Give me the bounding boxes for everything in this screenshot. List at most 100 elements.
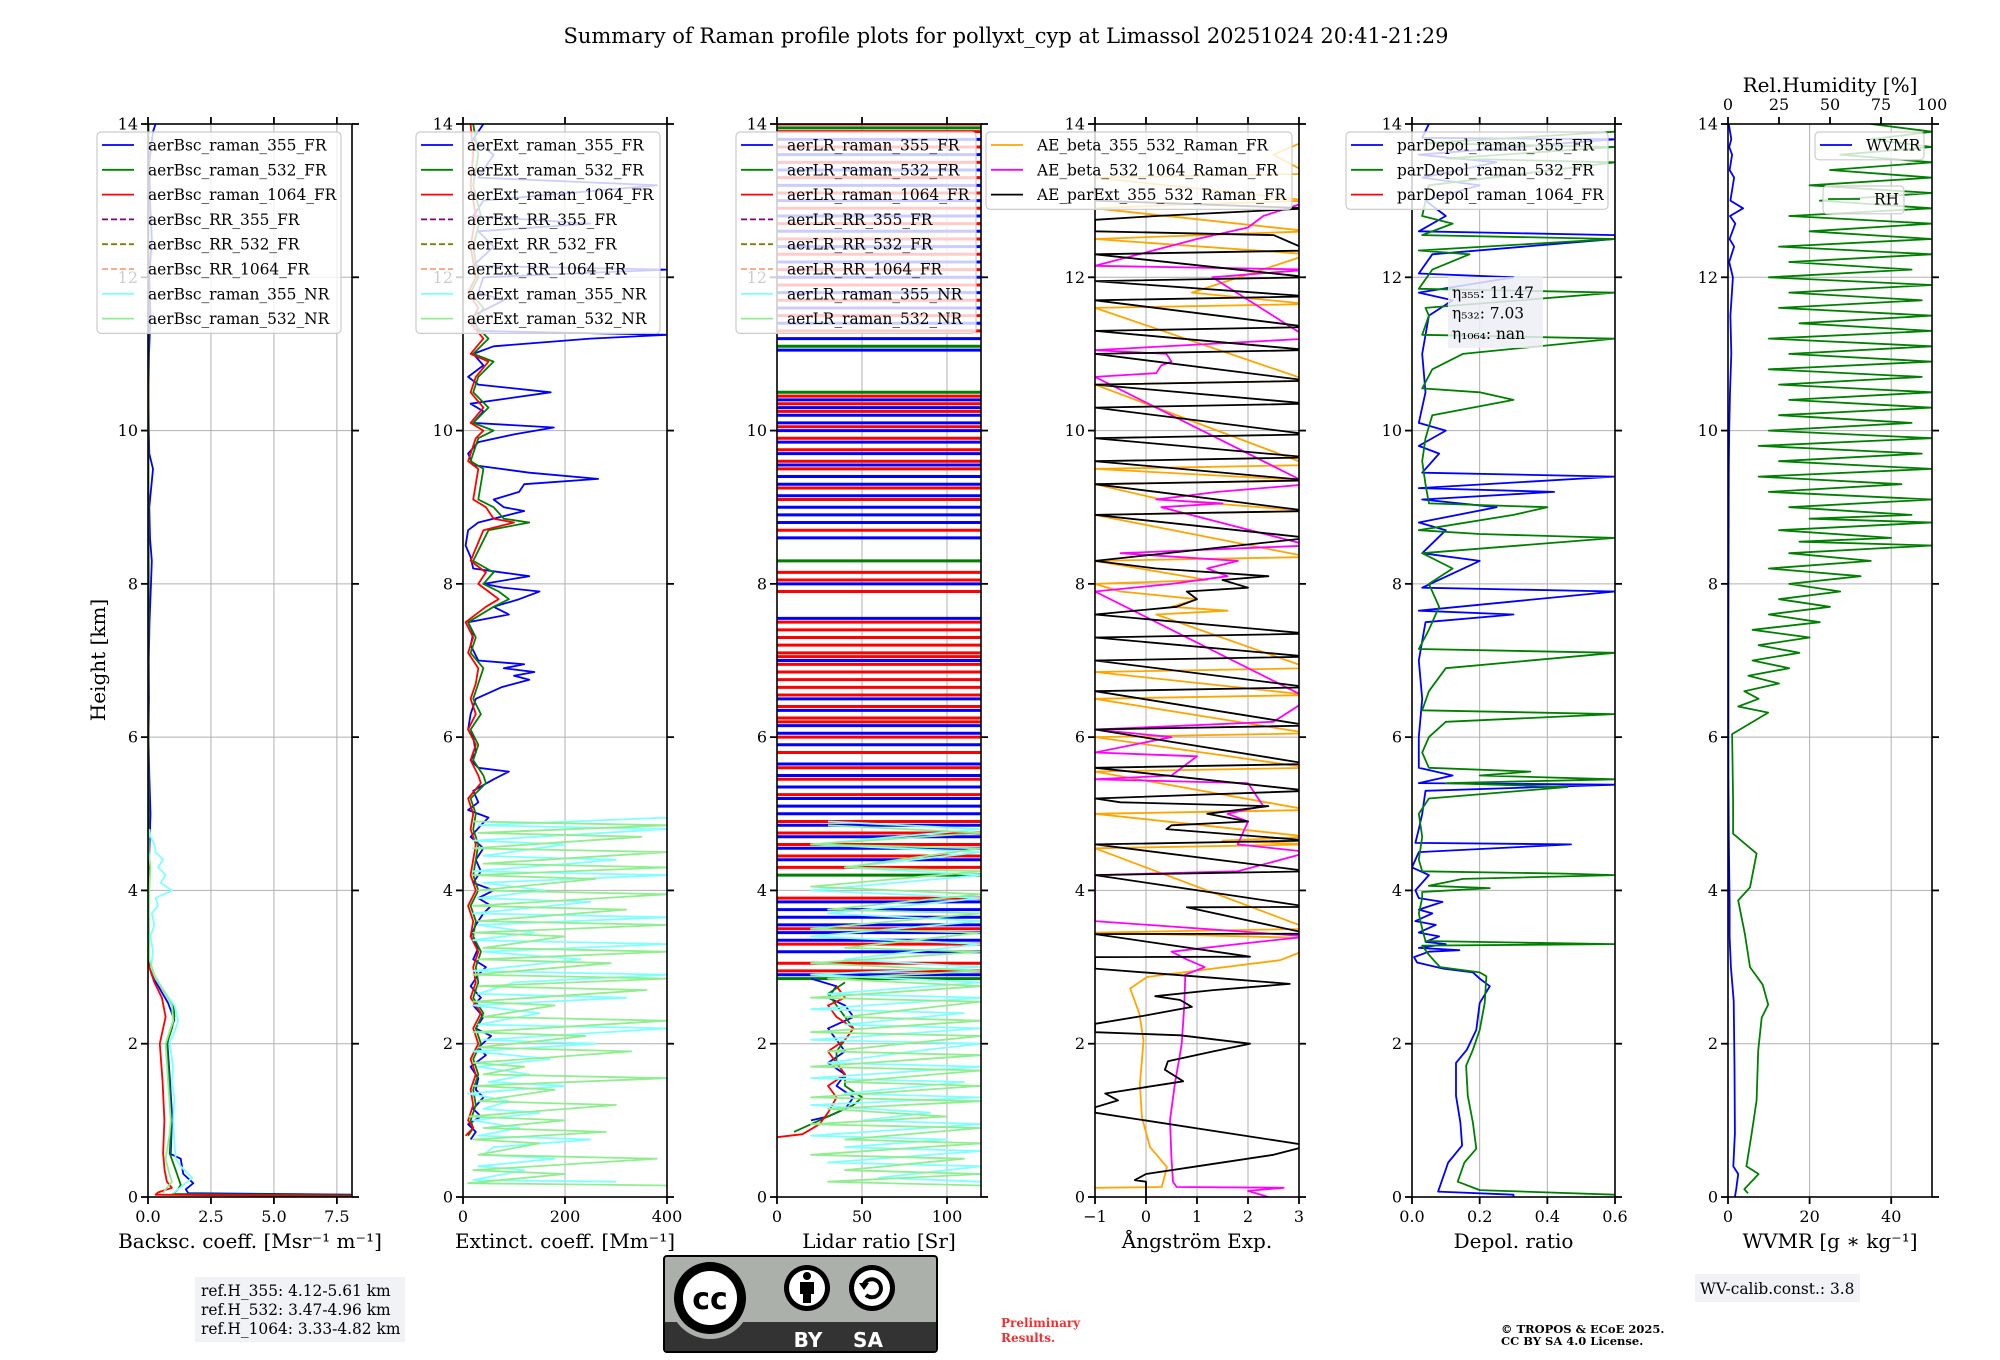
y-tick-label: 12 [1065,268,1085,287]
legend-label: aerExt_raman_355_FR [467,137,644,155]
legend-label: AE_beta_355_532_Raman_FR [1036,137,1268,155]
grid [1095,124,1299,1197]
x-tick-label: 0.6 [1602,1207,1627,1226]
y-tick-label: 6 [1708,728,1718,747]
x-tick-label: 2 [1243,1207,1253,1226]
y-tick-label: 6 [1075,728,1085,747]
y-tick-label: 6 [757,728,767,747]
y-tick-label: 8 [1708,574,1718,593]
y-tick-label: 0 [1392,1188,1402,1207]
preliminary-notice-line1: Preliminary [1001,1316,1081,1330]
legend-backscatter: aerBsc_raman_355_FR aerBsc_raman_532_FRae… [96,131,342,334]
top-tick-label: 100 [1917,95,1948,114]
y-tick-label: 8 [1392,574,1402,593]
series-line-aerlr-raman-532-nr [810,824,981,1187]
series-line-aerbsc-raman-1064-fr [148,124,352,1197]
legend-label: aerExt_RR_1064_FR [467,261,627,279]
legend-box [985,131,1293,211]
series-line-aerext-raman-1064-fr [464,124,515,1137]
legend-label: aerBsc_raman_532_NR [148,310,330,328]
legend-label: aerBsc_raman_1064_FR [148,186,337,204]
y-tick-label: 8 [128,574,138,593]
x-tick-label: 0 [1723,1207,1733,1226]
legend-label: aerBsc_raman_355_NR [148,285,330,303]
cc-by-sa-license-badge: cc BY SA [663,1255,938,1353]
ref-height-532: ref.H_532: 3.47-4.96 km [201,1301,391,1319]
plot-panels: 0.02.55.07.502468101214Backsc. coeff. [M… [86,73,1947,1253]
y-tick-label: 10 [118,421,138,440]
y-tick-label: 0 [1075,1188,1085,1207]
person-body-icon [800,1282,814,1303]
y-tick-label: 14 [1065,115,1085,134]
legend-label: aerExt_raman_1064_FR [467,186,654,204]
annotation-box [1448,277,1543,348]
y-tick-label: 2 [128,1034,138,1053]
y-tick-label: 4 [1392,881,1402,900]
x-tick-label: 50 [852,1207,872,1226]
x-tick-label: 0.0 [135,1207,160,1226]
series-line-aerext-raman-532-nr [467,820,667,1187]
top-tick-label: 25 [1769,95,1789,114]
x-tick-label: 3 [1294,1207,1304,1226]
y-tick-label: 4 [1075,881,1085,900]
legend-label: aerLR_raman_532_NR [787,310,963,328]
y-tick-label: 0 [757,1188,767,1207]
legend-label: aerLR_raman_1064_FR [787,186,970,204]
arrow-head-icon [859,1283,869,1290]
y-tick-label: 10 [1382,421,1402,440]
legend-label: AE_parExt_355_532_Raman_FR [1036,186,1287,204]
legend-label: parDepol_raman_1064_FR [1397,186,1604,204]
circular-arrow-icon [862,1277,883,1300]
legend-layer: aerBsc_raman_355_FRaerBsc_raman_532_FRae… [96,131,1925,348]
legend-label: parDepol_raman_532_FR [1397,161,1594,179]
legend-depolarization: parDepol_raman_355_FR parDepol_raman_532_… [1345,131,1609,211]
series-line-ae-beta-355-532-raman-fr [1095,142,1299,1189]
y-tick-label: 8 [1075,574,1085,593]
series-line-rh [1731,124,1932,1194]
x-tick-label: −1 [1083,1207,1107,1226]
y-tick-label: 14 [1698,115,1718,134]
series-layer [1095,142,1299,1197]
axes-frame [776,123,982,1198]
top-tick-label: 0 [1723,95,1733,114]
by-label: BY [794,1328,823,1352]
series-layer [464,124,667,1187]
series-line-aerext-raman-355-nr [467,816,667,1183]
annotation-line: η₅₃₂: 7.03 [1452,305,1524,323]
legend-label: aerBsc_RR_1064_FR [148,261,310,279]
x-axis-label: Extinct. coeff. [Mm⁻¹] [455,1229,675,1253]
y-tick-label: 8 [443,574,453,593]
y-tick-label: 14 [433,115,453,134]
person-head-icon [803,1272,811,1280]
legend-label: aerBsc_RR_532_FR [148,236,300,254]
legend-label: aerBsc_raman_355_FR [148,137,327,155]
wv-calibration-constant: WV-calib.const.: 3.8 [1700,1280,1854,1298]
x-tick-label: 0 [1141,1207,1151,1226]
legend-label: aerLR_raman_532_FR [787,161,960,179]
y-tick-label: 14 [1382,115,1402,134]
series-line-aerlr-raman-355-nr [810,820,981,1183]
preliminary-notice-line2: Results. [1001,1331,1055,1345]
legend-label: aerLR_raman_355_NR [787,285,963,303]
x-tick-label: 400 [652,1207,683,1226]
x-tick-label: 40 [1881,1207,1901,1226]
grid [1728,124,1932,1197]
legend-lidar-ratio: aerLR_raman_355_FR aerLR_raman_532_FR aerL… [735,131,977,334]
y-tick-label: 4 [128,881,138,900]
legend-box [1822,185,1905,215]
legend-label: aerExt_raman_355_NR [467,285,647,303]
y-tick-label: 8 [757,574,767,593]
lidar-constant-annotation: η₃₅₅: 11.47 η₅₃₂: 7.03 η₁₀₆₄: nan [1448,277,1543,348]
legend-box [415,131,661,334]
legend-label: aerBsc_raman_532_FR [148,161,327,179]
y-tick-label: 2 [1075,1034,1085,1053]
series-line-pardepol-raman-532-fr [1417,124,1615,1197]
top-tick-label: 50 [1820,95,1840,114]
legend-box [1814,131,1925,161]
legend-water-vapor: RH [1822,185,1905,215]
cc-label: cc [692,1282,728,1317]
y-tick-label: 2 [1708,1034,1718,1053]
legend-label: aerLR_RR_1064_FR [787,261,943,279]
series-line-aerbsc-raman-532-nr [148,829,175,1194]
x-tick-label: 5.0 [261,1207,286,1226]
